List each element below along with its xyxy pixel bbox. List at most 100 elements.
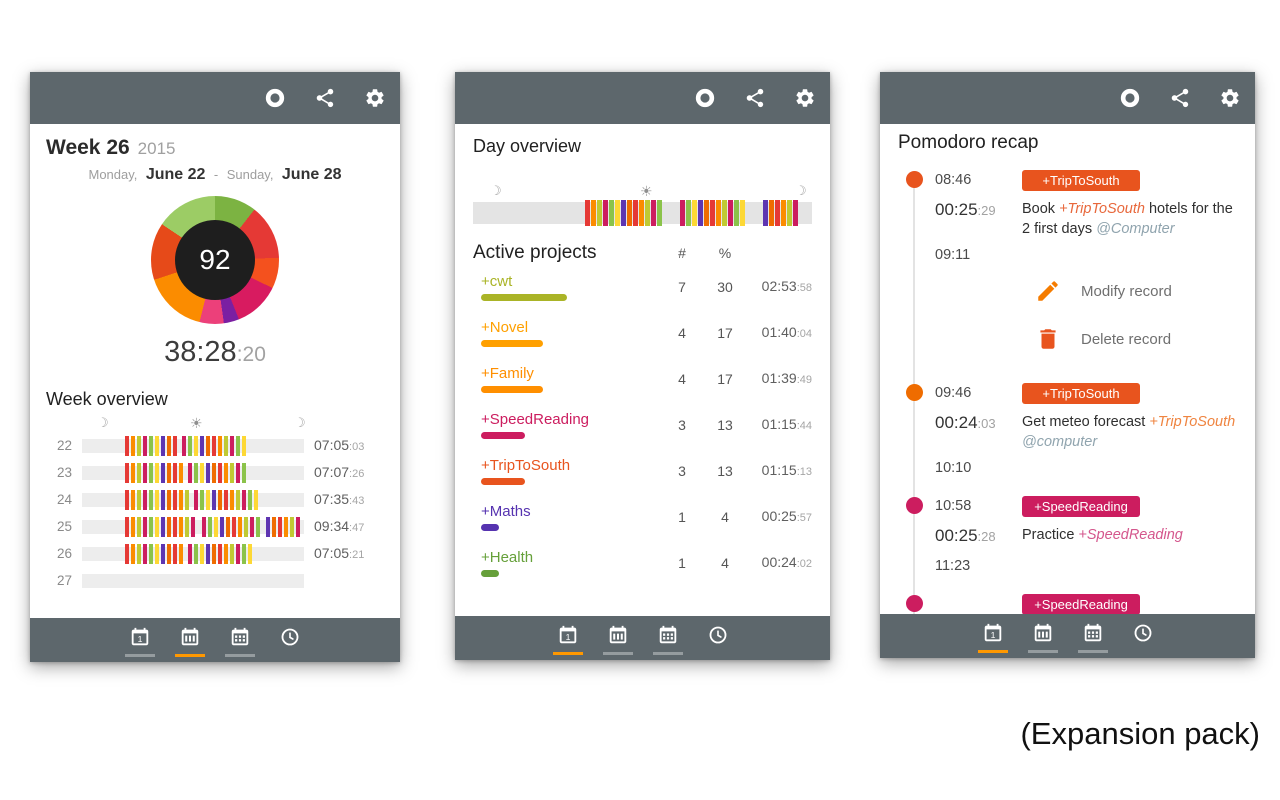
nav-week-view[interactable] xyxy=(593,616,643,660)
project-row[interactable]: +TripToSouth 3 13 01:15:13 xyxy=(473,448,812,494)
activity-stripe xyxy=(149,462,153,483)
project-row[interactable]: +Novel 4 17 01:40:04 xyxy=(473,310,812,356)
record-icon[interactable] xyxy=(250,72,300,124)
project-badge[interactable]: +SpeedReading xyxy=(1022,593,1140,614)
activity-stripe xyxy=(188,543,192,564)
week-day-row[interactable]: 25 09:34:47 xyxy=(46,513,384,540)
week-day-row[interactable]: 27 xyxy=(46,567,384,594)
project-bar xyxy=(481,570,499,577)
record-icon[interactable] xyxy=(680,72,730,124)
range-separator: - xyxy=(213,167,219,182)
share-icon[interactable] xyxy=(730,72,780,124)
project-name: +Novel xyxy=(481,319,529,336)
activity-stripe xyxy=(143,516,147,537)
project-count: 1 xyxy=(678,555,686,571)
week-day-row[interactable]: 26 07:05:21 xyxy=(46,540,384,567)
nav-day-view[interactable]: 1 xyxy=(115,618,165,662)
day-timeline: ☽ ☀ ☽ xyxy=(473,183,812,226)
pomodoro-entry-list: 08:46 +TripToSouth 00:25:29 Book +TripToSou… xyxy=(898,168,1237,614)
settings-icon[interactable] xyxy=(1205,72,1255,124)
project-tag: +SpeedReading xyxy=(1078,527,1183,544)
activity-stripe xyxy=(167,435,171,456)
project-badge[interactable]: +TripToSouth xyxy=(1022,169,1140,191)
settings-icon[interactable] xyxy=(780,72,830,124)
activity-stripe xyxy=(149,516,153,537)
project-row[interactable]: +Family 4 17 01:39:49 xyxy=(473,356,812,402)
nav-month-view[interactable] xyxy=(1068,614,1118,658)
activity-stripe xyxy=(131,543,135,564)
nav-week-view[interactable] xyxy=(1018,614,1068,658)
day-number: 25 xyxy=(56,519,72,534)
time-seconds: :02 xyxy=(796,558,812,570)
activity-stripe xyxy=(167,462,171,483)
time-main: 01:15 xyxy=(761,416,797,432)
activity-stripe xyxy=(585,200,590,226)
activity-stripe xyxy=(212,543,216,564)
project-name-block: +Maths xyxy=(473,503,663,531)
share-icon[interactable] xyxy=(300,72,350,124)
moon-icon: ☽ xyxy=(97,415,109,430)
nav-history-view[interactable] xyxy=(693,616,743,660)
activity-stripe xyxy=(651,200,656,226)
project-badge[interactable]: +TripToSouth xyxy=(1022,382,1140,404)
time-main: 07:05 xyxy=(314,544,350,561)
activity-stripe xyxy=(131,489,135,510)
activity-stripe xyxy=(591,200,596,226)
nav-week-view[interactable] xyxy=(165,618,215,662)
nav-day-view[interactable]: 1 xyxy=(543,616,593,660)
project-row[interactable]: +Maths 1 4 00:25:57 xyxy=(473,494,812,540)
start-time: 10:58 xyxy=(935,498,972,515)
project-row[interactable]: +Health 1 4 00:24:02 xyxy=(473,540,812,586)
activity-stripe xyxy=(728,200,733,226)
activity-stripe xyxy=(250,516,254,537)
modify-record-button[interactable]: Modify record xyxy=(1035,267,1237,315)
activity-stripe xyxy=(179,516,183,537)
tab-indicator xyxy=(652,652,683,655)
entry-header: +SpeedReading xyxy=(935,592,1237,614)
share-icon[interactable] xyxy=(1155,72,1205,124)
activity-stripe xyxy=(698,200,703,226)
week-day-row[interactable]: 23 07:07:26 xyxy=(46,459,384,486)
description-text: Book xyxy=(1022,201,1060,217)
record-icon[interactable] xyxy=(1105,72,1155,124)
nav-day-view[interactable]: 1 xyxy=(968,614,1018,658)
activity-stripe xyxy=(256,516,260,537)
activity-stripe xyxy=(143,489,147,510)
activity-stripe xyxy=(238,516,242,537)
active-tab-indicator xyxy=(552,652,583,655)
activity-stripe xyxy=(284,516,288,537)
nav-month-view[interactable] xyxy=(643,616,693,660)
active-tab-indicator xyxy=(977,650,1008,653)
week-day-row[interactable]: 22 07:05:03 xyxy=(46,432,384,459)
activity-stripe xyxy=(224,543,228,564)
project-row[interactable]: +SpeedReading 3 13 01:15:44 xyxy=(473,402,812,448)
nav-month-view[interactable] xyxy=(215,618,265,662)
week-total-time: 38:28:20 xyxy=(164,336,266,368)
sun-icon: ☀ xyxy=(640,183,653,199)
day-number: 22 xyxy=(56,438,72,453)
time-main: 02:53 xyxy=(761,278,797,294)
nav-history-view[interactable] xyxy=(265,618,315,662)
day-panel-bottombar: 1 xyxy=(455,616,830,660)
time-seconds: :26 xyxy=(349,467,365,480)
time-seconds: :04 xyxy=(796,328,812,340)
activity-stripe xyxy=(125,462,129,483)
active-projects-title: Active projects xyxy=(473,242,597,263)
sun-icon: ☀ xyxy=(190,415,203,431)
project-name-block: +SpeedReading xyxy=(473,411,663,439)
duration-main: 00:24 xyxy=(935,413,978,433)
activity-stripe xyxy=(615,200,620,226)
settings-icon[interactable] xyxy=(350,72,400,124)
activity-stripe xyxy=(278,516,282,537)
delete-record-button[interactable]: Delete record xyxy=(1035,315,1237,363)
nav-history-view[interactable] xyxy=(1118,614,1168,658)
week-day-row[interactable]: 24 07:35:43 xyxy=(46,486,384,513)
time-seconds: :03 xyxy=(349,440,365,453)
entry-header: 09:46 +TripToSouth xyxy=(935,381,1237,405)
project-badge[interactable]: +SpeedReading xyxy=(1022,495,1140,517)
pomodoro-entry: 08:46 +TripToSouth 00:25:29 Book +TripToSou… xyxy=(898,168,1237,363)
active-projects-header: Active projects # % xyxy=(473,242,812,264)
project-row[interactable]: +cwt 7 30 02:53:58 xyxy=(473,264,812,310)
project-bar xyxy=(481,524,499,531)
time-main: 07:05 xyxy=(314,436,350,453)
